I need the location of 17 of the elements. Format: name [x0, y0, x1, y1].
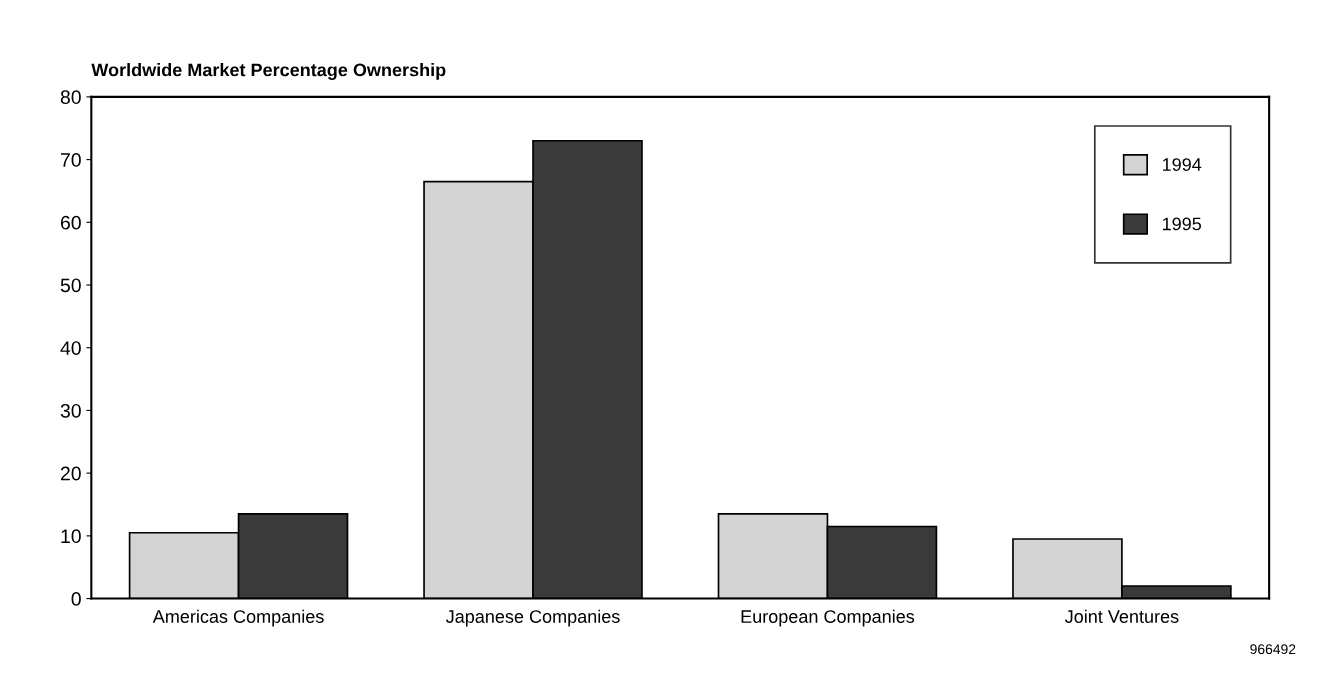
- y-tick-label: 10: [61, 529, 81, 544]
- text: 966492: [1250, 644, 1296, 655]
- y-tick-label: 40: [60, 341, 81, 355]
- x-tick-label: Japanese Companies: [445, 609, 620, 627]
- x-tick-label: Joint Ventures: [1064, 609, 1179, 623]
- legend-label: 1994: [1162, 158, 1202, 171]
- chart-title: Worldwide Market Percentage Ownership: [91, 63, 446, 80]
- y-tick-label: 80: [60, 90, 81, 105]
- x-tick-label: Americas Companies: [152, 609, 324, 627]
- legend-label: 1995: [1162, 217, 1202, 231]
- y-tick-label: 0: [71, 592, 81, 606]
- y-tick-label: 50: [60, 278, 81, 293]
- x-tick-label: European Companies: [741, 609, 915, 627]
- y-tick-label: 30: [60, 403, 81, 418]
- y-tick-label: 20: [60, 466, 81, 481]
- y-tick-label: 60: [60, 215, 81, 230]
- y-tick-label: 70: [60, 153, 81, 167]
